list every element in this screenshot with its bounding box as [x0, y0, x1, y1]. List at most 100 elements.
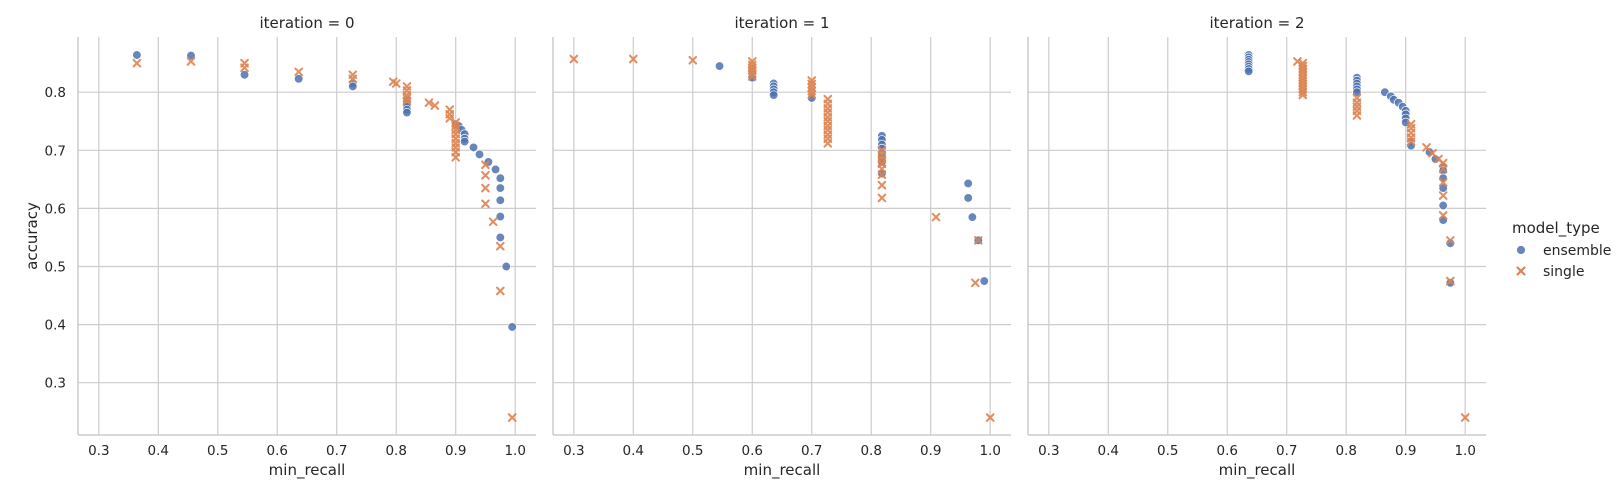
data-point-single: [402, 93, 412, 103]
series-single: [132, 57, 517, 422]
data-point-single: [747, 69, 757, 78]
x-axis-label: min_recall: [269, 461, 346, 480]
legend-marker-ensemble: [1516, 245, 1526, 255]
x-tick-label: 0.3: [563, 443, 584, 459]
panel-iteration-0: 0.3 0.4 0.5 0.6 0.7 0.8 0.9 1.0 0.3 0.4 0.5 0.6 0.7 0…: [45, 14, 536, 480]
panel-title: iteration = 2: [1209, 14, 1304, 32]
data-point-single: [970, 278, 980, 288]
data-point-single: [823, 138, 833, 148]
data-point-ensemble: [402, 107, 412, 118]
data-point-ensemble: [979, 276, 989, 286]
y-tick-label: 0.4: [45, 318, 66, 334]
data-point-ensemble: [1438, 200, 1448, 211]
data-point-single: [451, 152, 461, 162]
data-point-single: [877, 170, 887, 180]
data-point-ensemble: [294, 74, 304, 84]
data-point-single: [747, 72, 757, 81]
data-point-single: [688, 55, 698, 65]
data-point-ensemble: [963, 193, 973, 203]
data-point-ensemble: [132, 50, 142, 60]
x-axis-label: min_recall: [1219, 461, 1296, 480]
x-tick-label: 0.4: [623, 443, 644, 459]
legend-label-ensemble: ensemble: [1543, 243, 1611, 259]
data-point-single: [1445, 276, 1455, 286]
legend-label-single: single: [1543, 264, 1584, 280]
legend-marker-single: [1516, 266, 1526, 276]
data-point-ensemble: [468, 142, 479, 153]
data-point-ensemble: [490, 164, 501, 175]
series-single: [569, 54, 995, 422]
panel-title: iteration = 0: [259, 14, 354, 32]
data-point-single: [1438, 191, 1448, 200]
data-point-ensemble: [474, 149, 485, 160]
y-tick-label: 0.8: [45, 85, 66, 101]
legend-title: model_type: [1512, 219, 1600, 238]
data-point-single: [973, 236, 983, 245]
legend: model_type ensemble single: [1512, 219, 1611, 280]
panel-title: iteration = 1: [734, 14, 829, 32]
x-tick-label: 0.8: [1335, 443, 1356, 459]
x-tick-label: 1.0: [979, 443, 1000, 459]
data-point-ensemble: [495, 232, 505, 243]
data-point-ensemble: [714, 61, 725, 71]
x-tick-label: 0.9: [445, 443, 466, 459]
y-axis-label: accuracy: [23, 202, 41, 270]
x-tick-label: 0.5: [1157, 443, 1178, 459]
panel-iteration-1: 0.3 0.4 0.5 0.6 0.7 0.8 0.9 1.0 iteration = 1 min…: [552, 14, 1011, 480]
x-tick-label: 0.7: [326, 443, 347, 459]
data-point-single: [481, 160, 490, 170]
data-point-single: [488, 217, 498, 227]
y-tick-label: 0.3: [45, 376, 66, 392]
x-tick-label: 0.7: [801, 443, 822, 459]
data-point-single: [1438, 164, 1448, 174]
series-ensemble: [1244, 50, 1455, 288]
series-ensemble: [714, 61, 989, 286]
panel-iteration-2: 0.3 0.4 0.5 0.6 0.7 0.8 0.9 1.0 iteration = 2 min…: [1027, 14, 1486, 480]
data-point-single: [1438, 211, 1448, 220]
data-point-single: [1298, 90, 1308, 100]
y-tick-label: 0.7: [45, 143, 66, 159]
data-point-ensemble: [186, 50, 196, 61]
x-tick-label: 0.5: [207, 443, 228, 459]
data-point-ensemble: [495, 195, 505, 205]
data-point-ensemble: [507, 322, 517, 332]
x-tick-label: 0.4: [1098, 443, 1119, 459]
data-point-ensemble: [1352, 87, 1362, 97]
data-point-single: [445, 113, 455, 123]
data-point-single: [391, 79, 401, 88]
data-point-ensemble: [239, 70, 250, 80]
data-point-single: [1438, 177, 1448, 187]
data-point-single: [628, 54, 638, 64]
data-point-single: [294, 67, 304, 77]
data-point-ensemble: [1244, 66, 1254, 76]
data-point-single: [569, 54, 579, 64]
data-point-single: [877, 180, 887, 190]
data-point-ensemble: [459, 136, 470, 147]
data-point-single: [481, 183, 490, 193]
data-point-single: [424, 98, 434, 108]
x-tick-label: 0.9: [920, 443, 941, 459]
x-tick-label: 0.7: [1276, 443, 1297, 459]
data-point-single: [807, 90, 817, 99]
data-point-single: [481, 199, 490, 209]
data-point-ensemble: [967, 212, 977, 222]
data-point-single: [1406, 137, 1416, 146]
x-tick-label: 0.6: [267, 443, 288, 459]
data-point-single: [495, 241, 505, 251]
y-tick-label: 0.6: [45, 201, 66, 217]
data-point-single: [985, 413, 995, 422]
x-tick-label: 0.8: [860, 443, 881, 459]
series-single: [1293, 57, 1470, 422]
data-point-ensemble: [1438, 183, 1448, 193]
data-point-ensemble: [495, 211, 505, 222]
data-point-ensemble: [1445, 278, 1455, 288]
data-point-single: [1352, 111, 1362, 120]
data-point-single: [132, 58, 142, 68]
data-point-single: [481, 170, 490, 180]
panels-layer: 0.3 0.4 0.5 0.6 0.7 0.8 0.9 1.0 0.3 0.4 0.5 0.6 0.7 0…: [45, 14, 1486, 480]
data-point-single: [430, 101, 440, 110]
data-point-ensemble: [348, 81, 358, 92]
x-tick-label: 0.6: [742, 443, 763, 459]
x-tick-label: 0.9: [1395, 443, 1416, 459]
